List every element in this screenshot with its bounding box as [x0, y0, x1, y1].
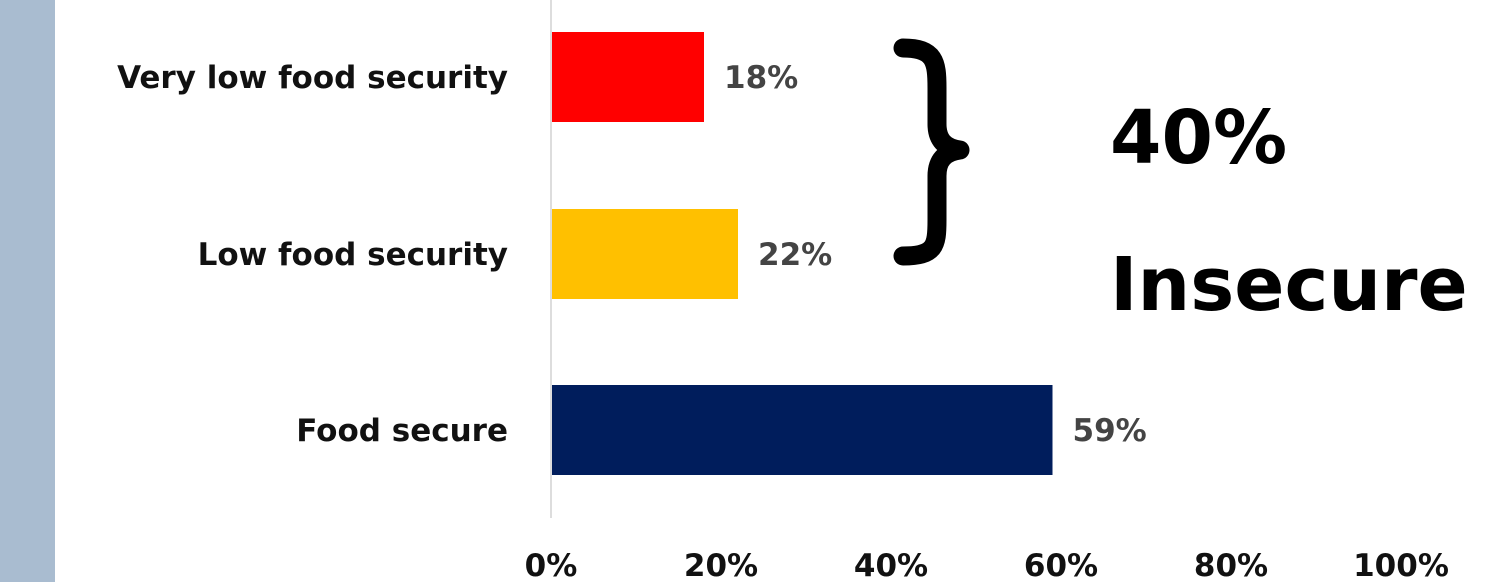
x-tick-label-40: 40% — [854, 548, 928, 582]
category-labels-group: Very low food security Low food security F… — [117, 60, 508, 449]
bar-food-secure — [552, 385, 1053, 475]
x-tick-label-100: 100% — [1353, 548, 1449, 582]
annotation-label: Insecure — [1110, 242, 1468, 328]
value-label-food-secure: 59% — [1073, 413, 1147, 449]
x-tick-label-60: 60% — [1024, 548, 1098, 582]
annotation-percent: 40% — [1110, 95, 1287, 181]
value-label-very-low-food-security: 18% — [724, 60, 798, 96]
category-label-very-low-food-security: Very low food security — [117, 60, 508, 96]
value-label-low-food-security: 22% — [758, 237, 832, 273]
category-label-low-food-security: Low food security — [198, 237, 508, 273]
x-tick-label-20: 20% — [684, 548, 758, 582]
bar-low-food-security — [552, 209, 738, 299]
bars-group — [552, 32, 1053, 475]
left-accent-strip — [0, 0, 55, 582]
curly-brace — [893, 38, 970, 266]
category-label-food-secure: Food secure — [296, 413, 508, 449]
value-labels-group: 18% 22% 59% — [724, 60, 1147, 449]
x-tick-label-80: 80% — [1194, 548, 1268, 582]
x-tick-label-0: 0% — [525, 548, 578, 582]
x-tick-labels-group: 0% 20% 40% 60% 80% 100% — [525, 548, 1449, 582]
bar-very-low-food-security — [552, 32, 704, 122]
